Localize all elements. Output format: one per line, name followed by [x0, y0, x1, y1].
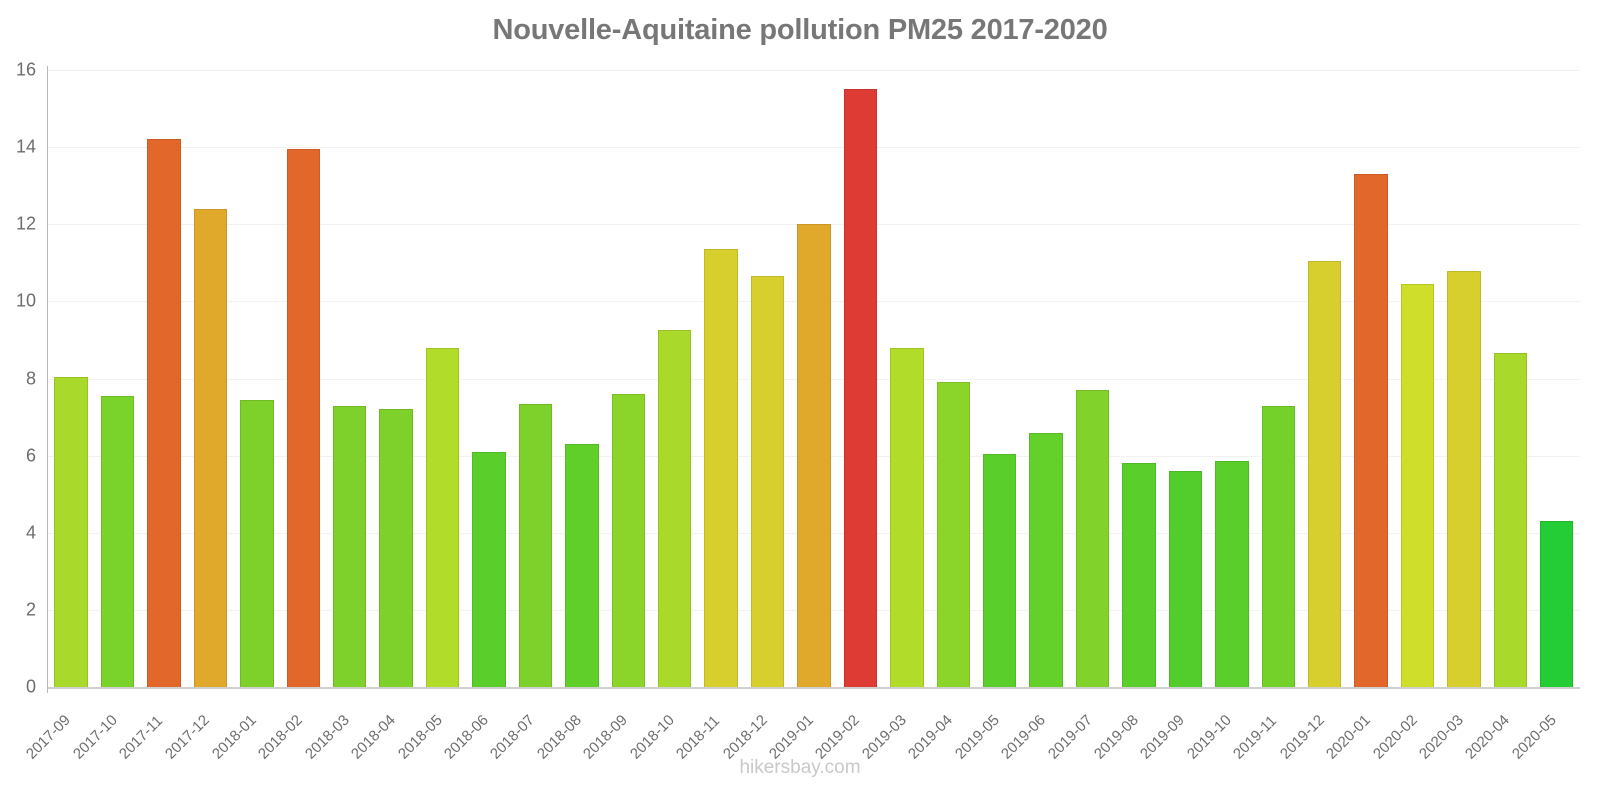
- bar: [1122, 463, 1156, 687]
- y-axis-tick-label: 0: [25, 676, 36, 697]
- y-axis-tick-label: 8: [25, 368, 36, 388]
- bar: [1447, 270, 1481, 687]
- y-axis-tick-label: 4: [25, 522, 36, 543]
- bar: [890, 347, 924, 687]
- bar: [1261, 405, 1295, 687]
- y-axis-tick-label: 10: [15, 290, 36, 311]
- bar: [843, 89, 878, 687]
- bar: [1168, 471, 1203, 687]
- bar: [286, 149, 321, 687]
- gridline: [48, 147, 1580, 149]
- y-axis-tick-label: 16: [15, 59, 36, 80]
- bar: [147, 139, 181, 687]
- bar: [425, 347, 460, 687]
- bar: [1540, 521, 1574, 687]
- bar: [193, 208, 228, 687]
- page-title: Nouvelle-Aquitaine pollution PM25 2017-2…: [492, 14, 1108, 46]
- bar: [518, 403, 553, 687]
- bar: [54, 376, 88, 687]
- bar: [1493, 353, 1528, 687]
- bar: [982, 453, 1017, 687]
- bar: [1307, 260, 1342, 687]
- bar: [797, 224, 831, 687]
- y-axis-line: [47, 66, 48, 693]
- bar: [100, 395, 135, 687]
- bar: [750, 276, 785, 687]
- bar: [611, 393, 645, 687]
- y-axis-tick-label: 12: [15, 213, 36, 234]
- bar: [658, 330, 692, 687]
- bar: [1354, 174, 1388, 687]
- y-axis-tick-label: 14: [15, 136, 36, 157]
- y-axis-tick-label: 6: [25, 445, 36, 466]
- bar: [379, 409, 413, 687]
- bar: [704, 249, 738, 687]
- y-axis-tick-label: 2: [25, 599, 36, 620]
- bar: [1075, 390, 1110, 687]
- bar: [1215, 461, 1249, 687]
- gridline: [48, 687, 1580, 689]
- bar: [472, 451, 506, 687]
- footer-watermark: hikersbay.com: [739, 757, 861, 778]
- bar: [936, 382, 970, 687]
- plot-area: [48, 70, 1580, 689]
- bar: [565, 444, 599, 687]
- bar: [333, 405, 367, 687]
- bar: [1400, 284, 1435, 687]
- gridline: [48, 70, 1580, 71]
- bar: [240, 399, 274, 687]
- bar: [1029, 432, 1063, 687]
